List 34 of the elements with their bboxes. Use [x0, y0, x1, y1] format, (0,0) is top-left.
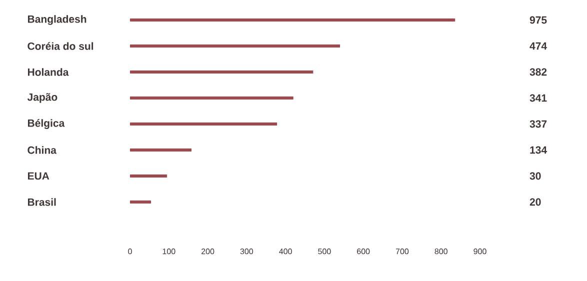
y-tick-label: Japão [27, 93, 58, 103]
bar [130, 174, 167, 178]
y-tick-label: Holanda [28, 68, 69, 76]
x-tick-label: 500 [318, 248, 331, 254]
y-tick-label: Brasil [28, 198, 56, 206]
text: 20 [530, 198, 541, 206]
x-tick-label: 400 [279, 248, 292, 254]
x-tick-label: 900 [474, 248, 486, 254]
y-tick-label: EUA [28, 172, 50, 180]
bar [130, 18, 456, 22]
text: 341 [530, 94, 547, 102]
bar [130, 200, 152, 204]
x-tick-label: 0 [128, 248, 132, 254]
x-tick-label: 800 [434, 248, 448, 254]
y-tick-label: China [28, 146, 57, 154]
x-tick-label: 100 [162, 248, 176, 254]
bar [130, 70, 314, 74]
text: 30 [530, 172, 541, 180]
bar [130, 122, 277, 126]
y-tick-label: Coréia do sul [28, 42, 94, 50]
text: 134 [530, 146, 547, 154]
text: 474 [530, 42, 547, 50]
bar [130, 96, 294, 100]
bar [130, 44, 340, 48]
text: 337 [530, 120, 547, 128]
x-tick-label: 300 [240, 248, 254, 254]
y-tick-label: Bangladesh [28, 15, 86, 25]
x-tick-label: 600 [357, 248, 370, 254]
x-tick-label: 200 [202, 248, 214, 254]
text: 975 [530, 16, 547, 24]
text: 382 [530, 68, 547, 76]
y-tick-label: Bélgica [28, 119, 65, 129]
x-tick-label: 700 [396, 248, 409, 254]
bar [130, 148, 192, 152]
